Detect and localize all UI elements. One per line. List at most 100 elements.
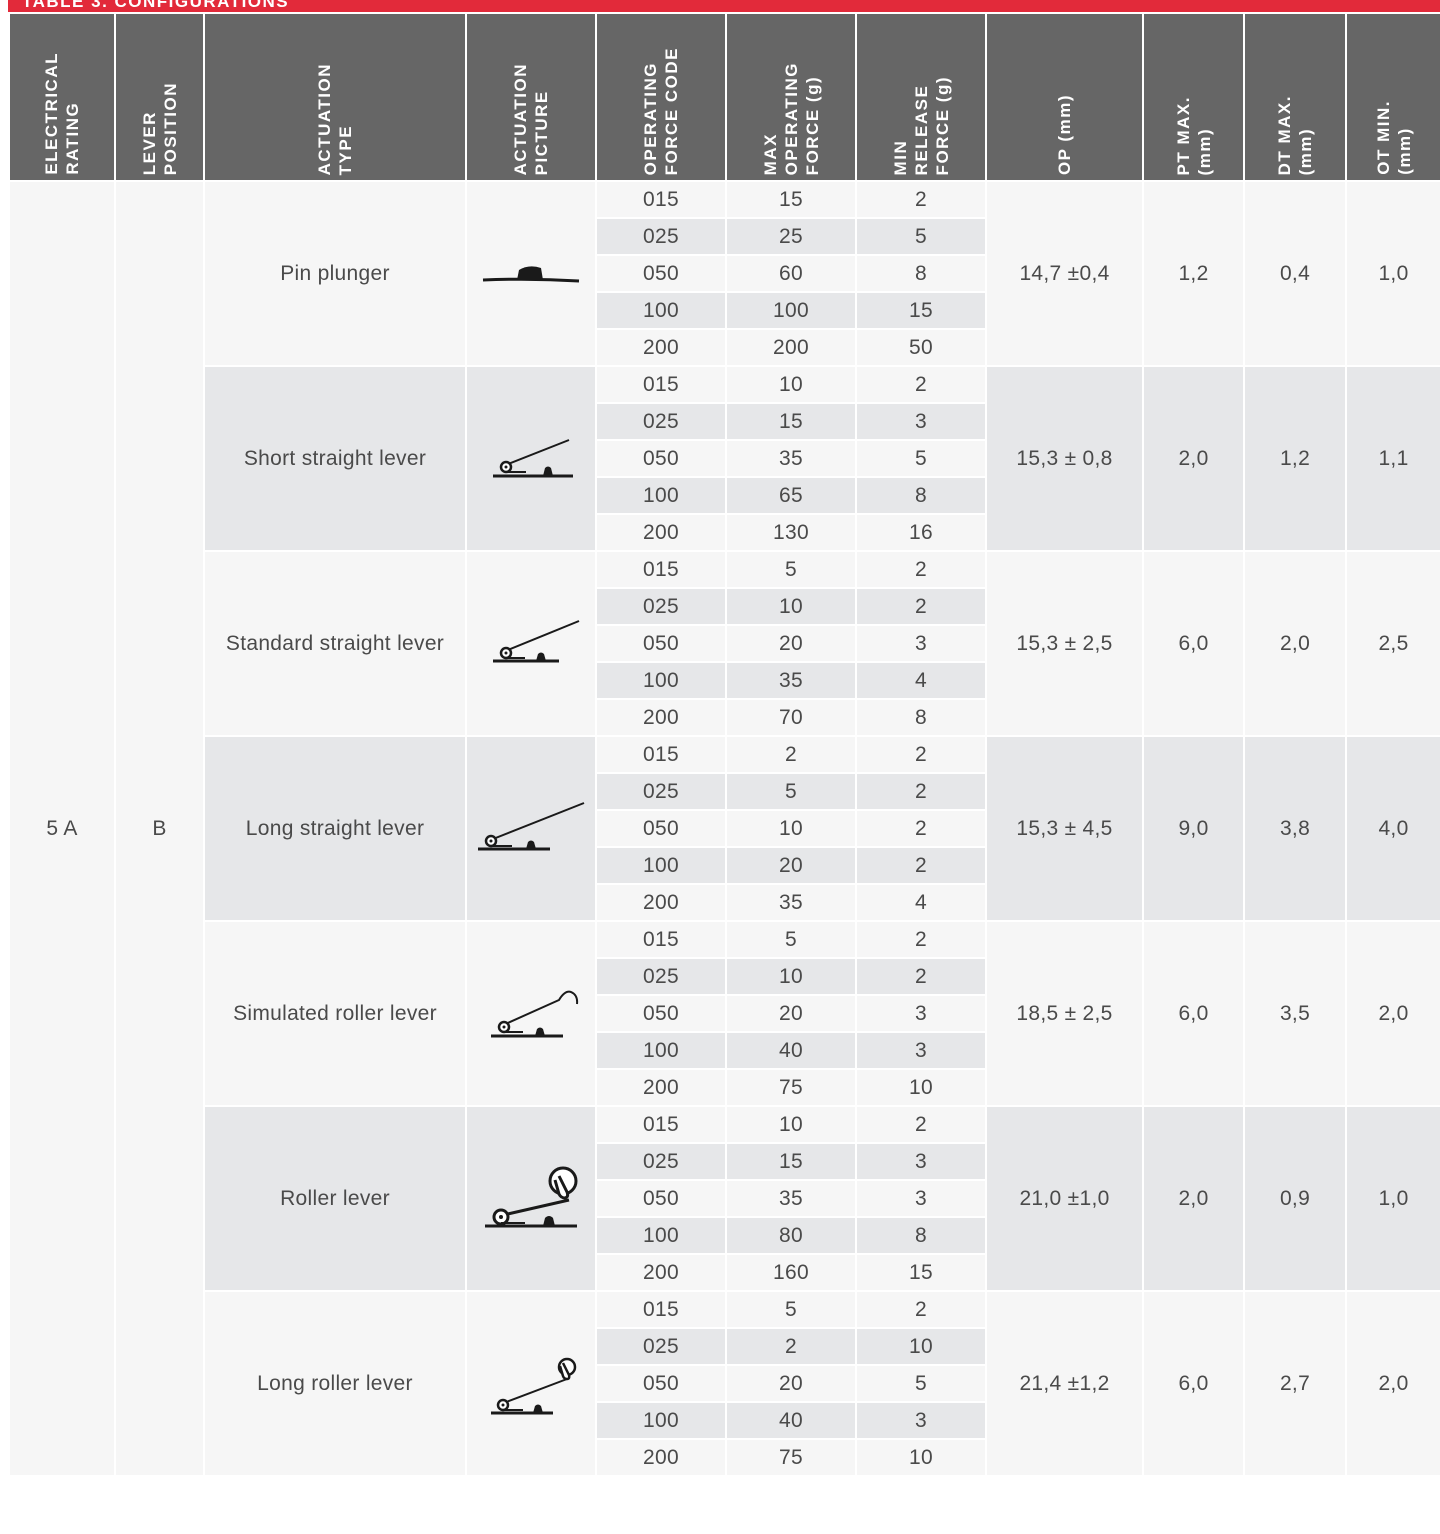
table-row: 200 35 4 xyxy=(9,883,1440,922)
actuation-picture-cell xyxy=(465,1290,597,1477)
min-release-force-cell: 2 xyxy=(855,1290,987,1329)
table-row: 025 15 3 xyxy=(9,1142,1440,1181)
table-title-bar: TABLE 3. CONFIGURATIONS xyxy=(8,0,1440,12)
operating-force-code-cell: 050 xyxy=(595,439,727,478)
actuation-type-cell: Long roller lever xyxy=(203,1290,467,1477)
operating-force-code-cell: 050 xyxy=(595,254,727,293)
table-row: 200 200 50 xyxy=(9,328,1440,367)
operating-force-code-cell: 025 xyxy=(595,217,727,256)
pt-max-cell: 2,0 xyxy=(1142,1105,1245,1292)
min-release-force-cell: 5 xyxy=(855,217,987,256)
min-release-force-cell: 3 xyxy=(855,1031,987,1070)
operating-force-code-cell: 015 xyxy=(595,1105,727,1144)
header-min-release-force: MIN RELEASE FORCE (g) xyxy=(855,12,987,182)
min-release-force-cell: 8 xyxy=(855,476,987,515)
dt-max-cell: 0,9 xyxy=(1243,1105,1347,1292)
min-release-force-cell: 2 xyxy=(855,772,987,811)
max-operating-force-cell: 40 xyxy=(725,1031,857,1070)
table-row: 200 75 10 xyxy=(9,1438,1440,1477)
max-operating-force-cell: 100 xyxy=(725,291,857,330)
table-body: 5 A B Pin plunger 015 15 2 14,7 ±0,4 1,2 0,4 1,0 0… xyxy=(8,180,1440,1477)
min-release-force-cell: 4 xyxy=(855,661,987,700)
min-release-force-cell: 2 xyxy=(855,365,987,404)
electrical-rating-cell: 5 A xyxy=(8,180,116,1477)
operating-force-code-cell: 050 xyxy=(595,994,727,1033)
operating-force-code-cell: 025 xyxy=(595,957,727,996)
max-operating-force-cell: 10 xyxy=(725,365,857,404)
operating-force-code-cell: 200 xyxy=(595,883,727,922)
actuation-type-cell: Long straight lever xyxy=(203,735,467,922)
ot-min-cell: 2,5 xyxy=(1345,550,1440,737)
min-release-force-cell: 8 xyxy=(855,1216,987,1255)
table-row: 200 75 10 xyxy=(9,1068,1440,1107)
min-release-force-cell: 2 xyxy=(855,809,987,848)
header-row: ELECTRICAL RATING LEVER POSITION ACTUATI… xyxy=(8,12,1440,182)
table-row: 025 10 2 xyxy=(9,587,1440,626)
table-row: 050 35 5 xyxy=(9,439,1440,478)
ot-min-cell: 1,0 xyxy=(1345,1105,1440,1292)
max-operating-force-cell: 2 xyxy=(725,1327,857,1366)
ot-min-cell: 2,0 xyxy=(1345,920,1440,1107)
min-release-force-cell: 50 xyxy=(855,328,987,367)
max-operating-force-cell: 5 xyxy=(725,1290,857,1329)
table-row: Long straight lever 015 2 2 15,3 ± 4,5 9,0 3,8… xyxy=(9,735,1440,922)
max-operating-force-cell: 20 xyxy=(725,994,857,1033)
operating-force-code-cell: 025 xyxy=(595,587,727,626)
header-actuation-picture: ACTUATION PICTURE xyxy=(465,12,597,182)
operating-force-code-cell: 100 xyxy=(595,1031,727,1070)
table-row: 050 20 3 xyxy=(9,624,1440,663)
long-roller-lever-icon xyxy=(467,1349,595,1419)
table-row: 200 70 8 xyxy=(9,698,1440,737)
operating-force-code-cell: 100 xyxy=(595,846,727,885)
max-operating-force-cell: 5 xyxy=(725,550,857,589)
min-release-force-cell: 5 xyxy=(855,439,987,478)
max-operating-force-cell: 5 xyxy=(725,920,857,959)
header-max-operating-force: MAX OPERATING FORCE (g) xyxy=(725,12,857,182)
table-row: 025 10 2 xyxy=(9,957,1440,996)
operating-force-code-cell: 015 xyxy=(595,1290,727,1329)
table-row: Long roller lever 015 5 2 21,4 ±1,2 6,0 2,7 2,0 xyxy=(9,1290,1440,1477)
actuation-type-cell: Simulated roller lever xyxy=(203,920,467,1107)
operating-force-code-cell: 100 xyxy=(595,476,727,515)
max-operating-force-cell: 80 xyxy=(725,1216,857,1255)
max-operating-force-cell: 5 xyxy=(725,772,857,811)
table-row: 050 10 2 xyxy=(9,809,1440,848)
header-lever-position: LEVER POSITION xyxy=(114,12,205,182)
table-row: 200 160 15 xyxy=(9,1253,1440,1292)
max-operating-force-cell: 10 xyxy=(725,809,857,848)
max-operating-force-cell: 130 xyxy=(725,513,857,552)
min-release-force-cell: 10 xyxy=(855,1438,987,1477)
max-operating-force-cell: 160 xyxy=(725,1253,857,1292)
min-release-force-cell: 15 xyxy=(855,1253,987,1292)
pin-plunger-icon xyxy=(467,254,595,294)
max-operating-force-cell: 10 xyxy=(725,1105,857,1144)
actuation-picture-cell xyxy=(465,550,597,737)
operating-force-code-cell: 200 xyxy=(595,1438,727,1477)
table-row: 050 20 5 xyxy=(9,1364,1440,1403)
operating-force-code-cell: 100 xyxy=(595,1216,727,1255)
header-operating-force-code: OPERATING FORCE CODE xyxy=(595,12,727,182)
table-row: 025 15 3 xyxy=(9,402,1440,441)
max-operating-force-cell: 65 xyxy=(725,476,857,515)
dt-max-cell: 3,8 xyxy=(1243,735,1347,922)
min-release-force-cell: 2 xyxy=(855,550,987,589)
dt-max-cell: 0,4 xyxy=(1243,180,1347,367)
op-cell: 21,4 ±1,2 xyxy=(985,1290,1144,1477)
header-op: OP (mm) xyxy=(985,12,1144,182)
table-row: 025 2 10 xyxy=(9,1327,1440,1366)
max-operating-force-cell: 15 xyxy=(725,1142,857,1181)
table-row: 100 20 2 xyxy=(9,846,1440,885)
operating-force-code-cell: 015 xyxy=(595,180,727,219)
op-cell: 15,3 ± 4,5 xyxy=(985,735,1144,922)
op-cell: 15,3 ± 2,5 xyxy=(985,550,1144,737)
min-release-force-cell: 8 xyxy=(855,698,987,737)
min-release-force-cell: 2 xyxy=(855,920,987,959)
operating-force-code-cell: 200 xyxy=(595,328,727,367)
max-operating-force-cell: 60 xyxy=(725,254,857,293)
table-title: TABLE 3. CONFIGURATIONS xyxy=(22,0,290,11)
op-cell: 14,7 ±0,4 xyxy=(985,180,1144,367)
pt-max-cell: 9,0 xyxy=(1142,735,1245,922)
ot-min-cell: 1,1 xyxy=(1345,365,1440,552)
header-dt-max: DT MAX. (mm) xyxy=(1243,12,1347,182)
table-row: Short straight lever 015 10 2 15,3 ± 0,8 2,0 1… xyxy=(9,365,1440,552)
